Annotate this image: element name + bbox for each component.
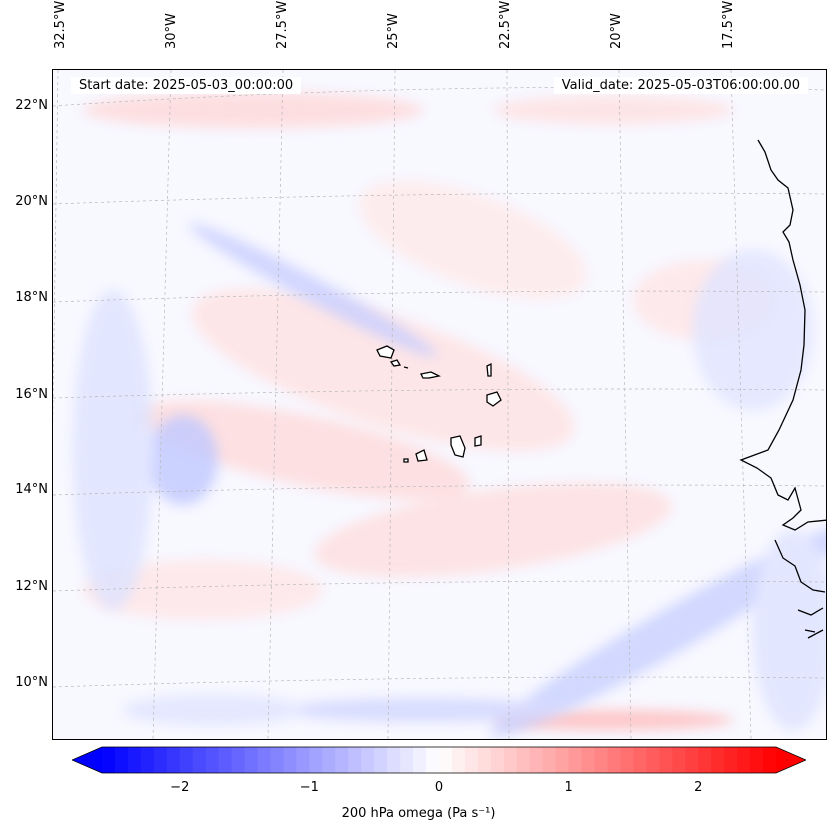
colorbar-cell bbox=[192, 747, 207, 773]
lon-label-32-5w: 32.5°W bbox=[53, 0, 68, 49]
colorbar-cell bbox=[400, 747, 414, 773]
omega-field-map bbox=[53, 70, 826, 739]
lat-label-16n: 16°N bbox=[15, 387, 48, 402]
colorbar-cell bbox=[309, 747, 323, 773]
colorbar-cell bbox=[763, 747, 777, 773]
colorbar-cell bbox=[542, 747, 557, 773]
colorbar-cell bbox=[607, 747, 622, 773]
colorbar-cell bbox=[166, 747, 181, 773]
colorbar-cell bbox=[503, 747, 518, 773]
start-date-label: Start date: 2025-05-03_00:00:00 bbox=[71, 77, 302, 94]
colorbar bbox=[72, 746, 806, 774]
colorbar-tick-label: −2 bbox=[170, 780, 190, 795]
colorbar-cell bbox=[413, 747, 427, 773]
colorbar-cell bbox=[270, 747, 285, 773]
colorbar-cell bbox=[179, 747, 194, 773]
lon-label-20w: 20°W bbox=[609, 13, 624, 49]
colorbar-cell bbox=[620, 747, 635, 773]
colorbar-cell bbox=[581, 747, 596, 773]
colorbar-outline bbox=[72, 746, 806, 774]
colorbar-cell bbox=[348, 747, 362, 773]
colorbar-cell bbox=[127, 747, 142, 773]
colorbar-cell bbox=[451, 747, 466, 773]
colorbar-cell bbox=[322, 747, 336, 773]
colorbar-extend-min bbox=[72, 747, 102, 773]
omega-negative-areas bbox=[73, 223, 826, 737]
colorbar-extend-max bbox=[776, 747, 806, 773]
lon-label-25w: 25°W bbox=[386, 13, 401, 49]
colorbar-cell bbox=[218, 747, 233, 773]
colorbar-cell bbox=[374, 747, 388, 773]
colorbar-cell bbox=[335, 747, 349, 773]
colorbar-cell bbox=[387, 747, 401, 773]
colorbar-cell bbox=[114, 747, 129, 773]
colorbar-tick-label: 1 bbox=[564, 780, 573, 795]
colorbar-cell bbox=[244, 747, 259, 773]
colorbar-cell bbox=[568, 747, 583, 773]
lat-label-10n: 10°N bbox=[15, 675, 48, 690]
colorbar-label: 200 hPa omega (Pa s⁻¹) bbox=[341, 806, 496, 821]
colorbar-cells bbox=[72, 747, 806, 773]
colorbar-cell bbox=[102, 747, 116, 773]
colorbar-cell bbox=[750, 747, 764, 773]
coastline bbox=[376, 139, 826, 639]
colorbar-cell bbox=[426, 747, 440, 773]
colorbar-cell bbox=[439, 747, 453, 773]
colorbar-cell bbox=[231, 747, 246, 773]
colorbar-cell bbox=[516, 747, 531, 773]
colorbar-cell bbox=[257, 747, 272, 773]
colorbar-cell bbox=[205, 747, 220, 773]
colorbar-cell bbox=[685, 747, 699, 773]
colorbar-cell bbox=[361, 747, 375, 773]
colorbar-cell bbox=[490, 747, 505, 773]
map-panel[interactable]: Start date: 2025-05-03_00:00:00 Valid_da… bbox=[52, 69, 827, 740]
colorbar-cell bbox=[464, 747, 479, 773]
lon-label-27-5w: 27.5°W bbox=[275, 0, 290, 49]
lon-label-17-5w: 17.5°W bbox=[721, 0, 736, 49]
colorbar-tick-label: −1 bbox=[299, 780, 319, 795]
lon-label-22-5w: 22.5°W bbox=[498, 0, 513, 49]
colorbar-cell bbox=[153, 747, 168, 773]
colorbar-cell bbox=[633, 747, 647, 773]
colorbar-tick-label: 2 bbox=[694, 780, 703, 795]
colorbar-cell bbox=[711, 747, 725, 773]
colorbar-cell bbox=[529, 747, 544, 773]
colorbar-cell bbox=[296, 747, 310, 773]
lon-label-30w: 30°W bbox=[164, 13, 179, 49]
graticule bbox=[53, 70, 826, 739]
lat-label-20n: 20°N bbox=[15, 194, 48, 209]
colorbar-cell bbox=[724, 747, 738, 773]
lat-label-12n: 12°N bbox=[15, 579, 48, 594]
lat-label-18n: 18°N bbox=[15, 290, 48, 305]
colorbar-cell bbox=[555, 747, 570, 773]
colorbar-cell bbox=[737, 747, 751, 773]
colorbar-cell bbox=[477, 747, 492, 773]
colorbar-cell bbox=[659, 747, 673, 773]
colorbar-tick-label: 0 bbox=[434, 780, 444, 795]
lat-label-22n: 22°N bbox=[15, 98, 48, 113]
colorbar-cell bbox=[672, 747, 686, 773]
colorbar-cell bbox=[646, 747, 660, 773]
lat-label-14n: 14°N bbox=[15, 482, 48, 497]
colorbar-cell bbox=[140, 747, 155, 773]
colorbar-cell bbox=[698, 747, 712, 773]
colorbar-cell bbox=[283, 747, 298, 773]
valid-date-label: Valid_date: 2025-05-03T06:00:00.00 bbox=[553, 77, 808, 94]
colorbar-cell bbox=[594, 747, 609, 773]
